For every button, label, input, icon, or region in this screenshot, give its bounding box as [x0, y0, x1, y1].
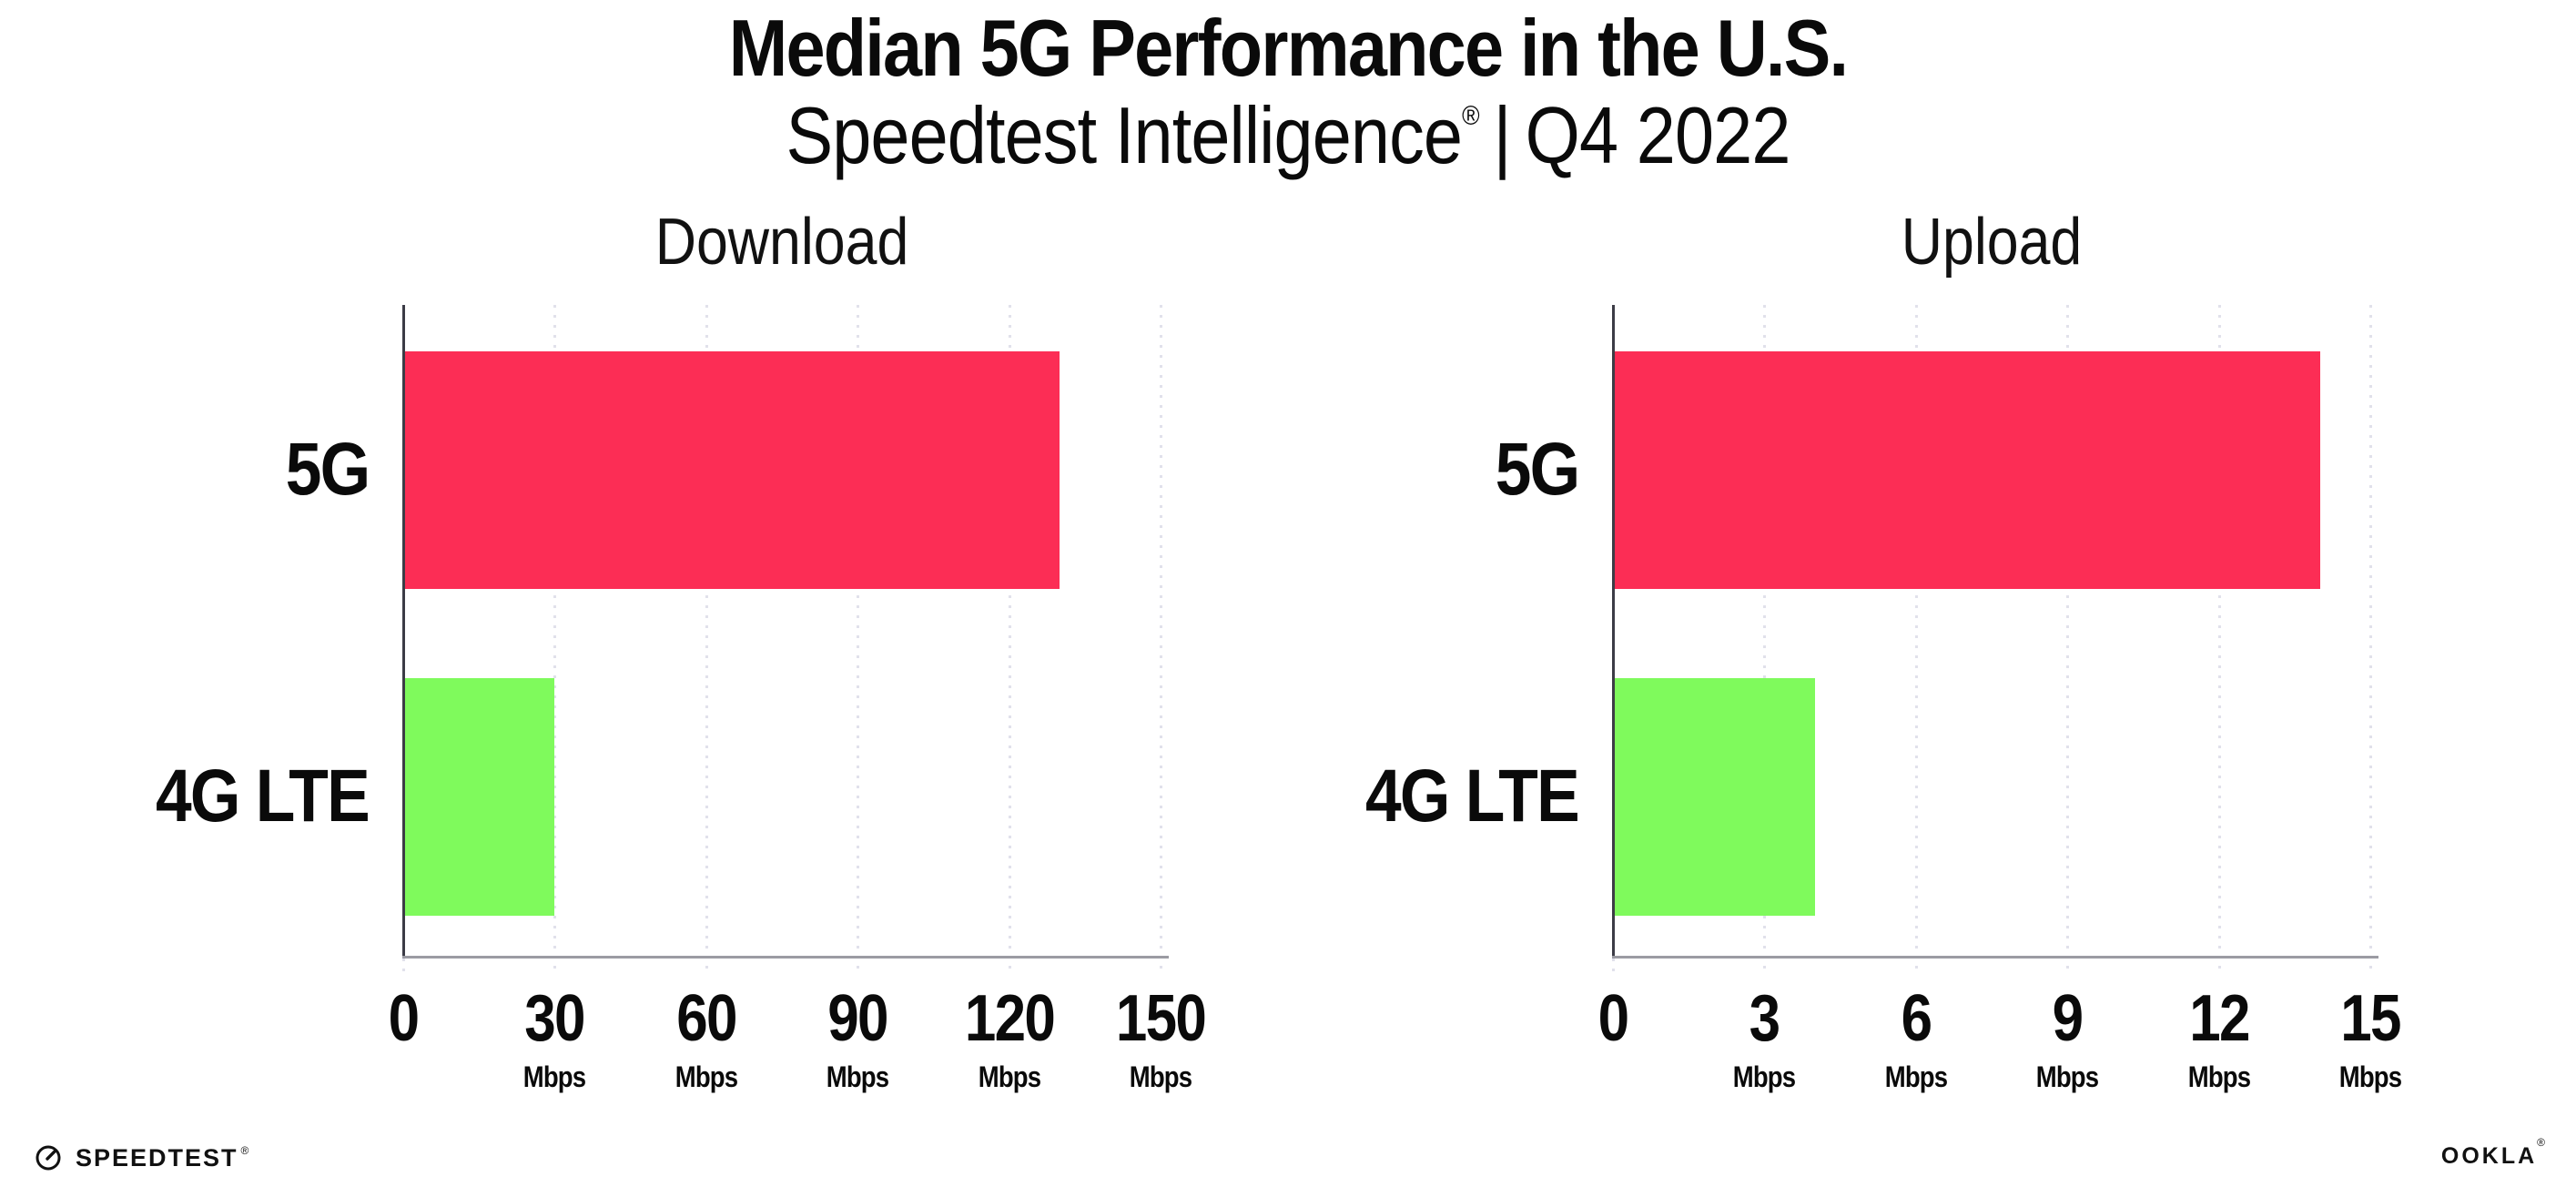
page-subtitle: Speedtest Intelligence® | Q4 2022 — [155, 89, 2421, 182]
ookla-logo: OOKLA ® — [2440, 1136, 2545, 1170]
gridline-12-mbps — [2217, 305, 2221, 971]
tick-label-15-upload: 15 Mbps — [2338, 982, 2402, 1094]
tick-unit-9: Mbps — [2035, 1060, 2099, 1093]
download-chart-title: Download — [654, 206, 909, 279]
speedtest-gauge-icon — [33, 1142, 64, 1173]
gridline-120-mbps — [1008, 305, 1011, 971]
tick-label-0-download: 0 — [388, 982, 420, 1055]
upload-chart-title: Upload — [1901, 206, 2083, 279]
upload-chart: Upload 0 3 Mbps 6 Mbps 9 Mbps 12 Mbps 15 Mbps 5G 4G … — [1365, 206, 2402, 1093]
tick-unit-12: Mbps — [2187, 1060, 2250, 1093]
tick-unit-120: Mbps — [978, 1060, 1040, 1093]
tick-value-12: 12 — [2188, 982, 2250, 1055]
tick-unit-15: Mbps — [2338, 1060, 2402, 1093]
download-plot: 0 30 Mbps 60 Mbps 90 Mbps 120 Mbps 150 Mbps 5G 4G LT… — [156, 305, 1207, 1093]
tick-label-3-upload: 3 Mbps — [1733, 982, 1796, 1094]
x-axis-download — [402, 956, 1169, 959]
category-label-5g-upload: 5G — [1495, 428, 1579, 512]
subtitle-brand: Speedtest Intelligence — [786, 90, 1463, 180]
bar-4g-lte-download — [403, 677, 555, 916]
gridline-15-mbps — [2369, 305, 2372, 971]
tick-label-120-download: 120 Mbps — [964, 982, 1056, 1094]
gridline-90-mbps — [857, 305, 860, 971]
page-title: Median 5G Performance in the U.S. — [728, 3, 1849, 93]
y-axis-download — [402, 305, 405, 959]
speedtest-logo: SPEEDTEST ® — [33, 1140, 248, 1176]
tick-label-12-upload: 12 Mbps — [2187, 982, 2250, 1094]
tick-value-0: 0 — [1597, 982, 1629, 1055]
tick-value-60: 60 — [676, 982, 737, 1055]
tick-value-3: 3 — [1749, 982, 1780, 1055]
ookla-wordmark: OOKLA — [2440, 1143, 2538, 1169]
subtitle-period: Q4 2022 — [1525, 90, 1791, 180]
gridline-9-mbps — [2066, 305, 2070, 971]
tick-stub-0 — [1612, 959, 1615, 971]
upload-plot: 0 3 Mbps 6 Mbps 9 Mbps 12 Mbps 15 Mbps 5G 4G LTE — [1365, 305, 2402, 1093]
tick-unit-6: Mbps — [1884, 1060, 1948, 1093]
tick-value-120: 120 — [964, 982, 1056, 1055]
bar-4g-lte-upload — [1613, 677, 1815, 916]
subtitle-separator: | — [1493, 90, 1512, 180]
tick-label-0-upload: 0 — [1597, 982, 1629, 1055]
speedtest-wordmark: SPEEDTEST — [76, 1143, 238, 1172]
category-label-4g-lte-download: 4G LTE — [155, 755, 370, 838]
gridline-30-mbps — [553, 305, 557, 971]
tick-value-30: 30 — [524, 982, 586, 1055]
tick-value-15: 15 — [2340, 982, 2401, 1055]
tick-value-0: 0 — [388, 982, 420, 1055]
tick-value-90: 90 — [827, 982, 888, 1055]
gridline-3-mbps — [1763, 305, 1767, 971]
tick-label-6-upload: 6 Mbps — [1884, 982, 1948, 1094]
x-axis-upload — [1612, 956, 2378, 959]
tick-value-6: 6 — [1901, 982, 1932, 1055]
y-axis-upload — [1612, 305, 1615, 959]
tick-unit-30: Mbps — [523, 1060, 586, 1093]
bar-5g-download — [403, 350, 1060, 589]
tick-stub-0 — [402, 959, 405, 971]
tick-label-150-download: 150 Mbps — [1115, 982, 1207, 1094]
tick-label-9-upload: 9 Mbps — [2035, 982, 2099, 1094]
tick-label-30-download: 30 Mbps — [523, 982, 586, 1094]
gridline-60-mbps — [705, 305, 708, 971]
bar-5g-upload — [1613, 350, 2320, 589]
tick-unit-90: Mbps — [826, 1060, 889, 1093]
tick-unit-150: Mbps — [1129, 1060, 1192, 1093]
gridline-6-mbps — [1914, 305, 1918, 971]
download-chart: Download 0 30 Mbps 60 Mbps 90 Mbps 120 Mbps 150 Mb… — [156, 206, 1207, 1093]
speedtest-registered-mark-icon: ® — [240, 1144, 249, 1157]
category-label-4g-lte-upload: 4G LTE — [1364, 755, 1580, 838]
tick-unit-3: Mbps — [1733, 1060, 1796, 1093]
tick-value-9: 9 — [2052, 982, 2084, 1055]
gridline-150-mbps — [1160, 305, 1162, 971]
registered-mark-icon: ® — [1462, 101, 1479, 131]
tick-label-60-download: 60 Mbps — [674, 982, 738, 1094]
tick-label-90-download: 90 Mbps — [826, 982, 889, 1094]
ookla-registered-mark-icon: ® — [2537, 1136, 2545, 1149]
tick-value-150: 150 — [1115, 982, 1207, 1055]
category-label-5g-download: 5G — [285, 428, 370, 512]
tick-unit-60: Mbps — [674, 1060, 738, 1093]
